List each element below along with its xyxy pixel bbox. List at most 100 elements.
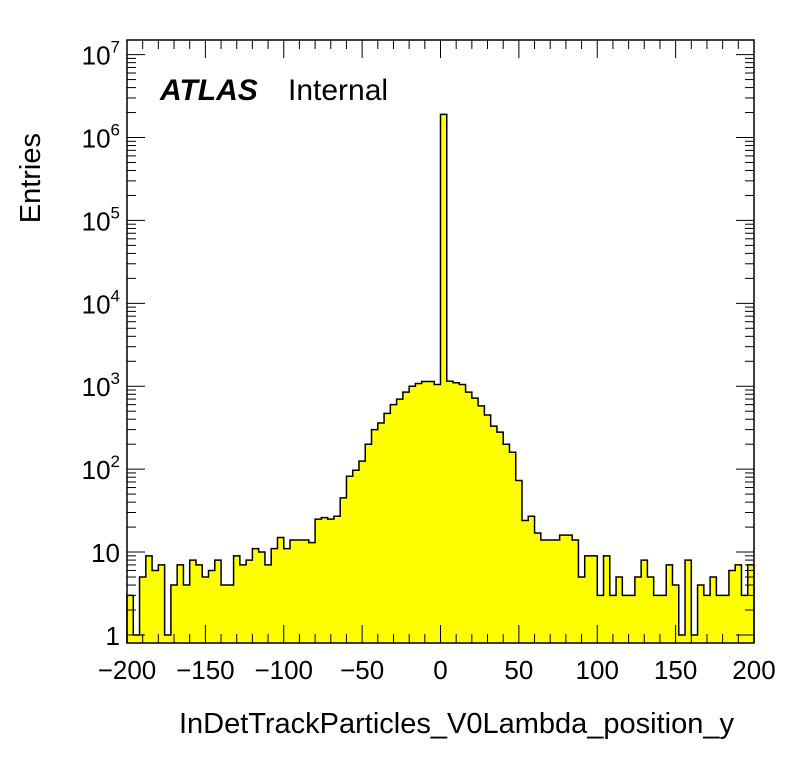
histogram-bar [496, 432, 504, 643]
histogram-bar [691, 634, 698, 643]
y-tick-labels: 1 10 102 103 104 105 106 107 [82, 38, 120, 651]
plot-frame [126, 39, 755, 644]
x-tick-label: −200 [98, 655, 157, 685]
x-tick-label: 200 [732, 655, 775, 685]
histogram-bars [127, 114, 755, 643]
histogram-bar [409, 386, 416, 643]
x-tick-labels: −200 −150 −100 −50 0 50 100 150 200 [98, 655, 776, 685]
histogram-bar [214, 560, 222, 643]
histogram-bar [659, 595, 667, 643]
histogram-bar [145, 555, 153, 643]
histogram-bar [540, 539, 548, 643]
histogram-bar [641, 560, 648, 643]
histogram-bar [365, 444, 372, 643]
histogram-bar [164, 634, 172, 643]
histogram-bar [515, 480, 523, 643]
histogram-bar [302, 539, 310, 643]
x-tick-label: 50 [504, 655, 533, 685]
histogram-bar [710, 577, 717, 643]
histogram-bar [290, 539, 297, 643]
histogram-bar [402, 392, 410, 643]
histogram-bar [484, 414, 491, 643]
histogram-bar [685, 560, 692, 643]
histogram-bar [622, 595, 629, 643]
histogram-bar [647, 577, 654, 643]
y-tick-label: 106 [82, 121, 120, 154]
histogram-bar [572, 539, 579, 643]
histogram-bar [503, 444, 510, 643]
histogram-bar [396, 399, 404, 643]
histogram-bar [333, 516, 341, 643]
histogram-bar [227, 585, 234, 643]
histogram-bar [170, 585, 178, 643]
histogram-bar [490, 426, 498, 643]
histogram-bar [177, 564, 184, 643]
histogram-bar [239, 564, 247, 643]
histogram-bar [590, 555, 598, 643]
histogram-bar [722, 595, 730, 643]
internal-label: Internal [288, 74, 388, 107]
histogram-bar [271, 548, 278, 643]
histogram-outline [126, 113, 755, 643]
histogram-bar [264, 564, 272, 643]
histogram-bar [653, 595, 661, 643]
histogram-bar [139, 577, 147, 643]
histogram-bar [352, 470, 360, 643]
x-tick-label: −50 [340, 655, 384, 685]
histogram-bar [384, 413, 391, 643]
histogram-bar [634, 577, 642, 643]
y-tick-label: 103 [82, 369, 120, 402]
histogram-bar [628, 595, 636, 643]
histogram-bar [415, 383, 422, 643]
histogram-bar [377, 423, 385, 643]
histogram-bar [183, 585, 190, 643]
y-tick-label: 1 [106, 621, 120, 651]
histogram-bar [584, 555, 592, 643]
histogram-bar [471, 398, 479, 643]
histogram-bar [277, 537, 285, 643]
y-tick-label: 10 [91, 538, 120, 568]
y-tick-label: 102 [82, 452, 120, 485]
histogram-bar [371, 429, 379, 643]
histogram-bar [522, 520, 529, 643]
histogram-bar [553, 539, 560, 643]
histogram-bar [346, 476, 354, 643]
histogram-bar [728, 570, 736, 643]
histogram-bar [453, 382, 460, 643]
histogram-bar [616, 577, 623, 643]
x-axis-title: InDetTrackParticles_V0Lambda_position_y [179, 708, 735, 740]
histogram-bar [547, 539, 554, 643]
histogram-bar [559, 535, 567, 643]
histogram-bar [609, 595, 617, 643]
histogram-bar [158, 564, 165, 643]
histogram-bar [189, 560, 197, 643]
histogram-bar [716, 595, 723, 643]
histogram-bar [208, 570, 216, 643]
histogram-bar [127, 595, 134, 643]
histogram-bar [252, 548, 259, 643]
x-tick-label: 100 [576, 655, 619, 685]
histogram-bar [340, 497, 347, 643]
y-tick-label: 107 [82, 38, 120, 71]
histogram-bar [296, 539, 303, 643]
y-axis-title: Entries [15, 133, 47, 223]
histogram-bar [735, 564, 742, 643]
histogram-bar [528, 516, 535, 643]
histogram-bar [421, 381, 429, 643]
histogram-bar [672, 585, 680, 643]
histogram-bar [440, 114, 448, 643]
histogram-bar [603, 555, 611, 643]
histogram-bar [202, 577, 209, 643]
histogram-bar [246, 560, 253, 643]
histogram-bar [221, 585, 228, 643]
histogram-bar [534, 532, 542, 643]
x-tick-label: −100 [254, 655, 313, 685]
histogram-bar [741, 595, 749, 643]
x-tick-label: −150 [176, 655, 235, 685]
y-tick-label: 104 [82, 286, 120, 319]
atlas-label: ATLAS [159, 74, 258, 107]
histogram-bar [258, 552, 266, 643]
histogram-bar [446, 381, 454, 643]
histogram-bar [697, 585, 705, 643]
